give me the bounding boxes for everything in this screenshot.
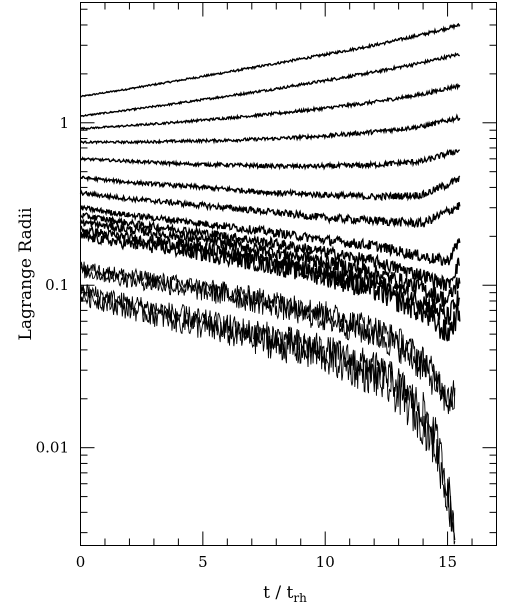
lagrange-radius-line <box>80 282 456 545</box>
lagrange-radius-line <box>80 22 461 98</box>
x-axis-label-main: t / t <box>263 583 293 603</box>
lagrange-radius-line <box>80 52 460 118</box>
y-tick-label: 1 <box>59 114 69 132</box>
y-tick-label: 0.1 <box>45 276 69 294</box>
lagrange-radius-line <box>80 264 456 415</box>
lagrange-curves <box>79 22 461 545</box>
x-axis-label: t / trh <box>263 583 307 605</box>
lagrange-radius-line <box>79 83 461 131</box>
x-tick-label: 5 <box>198 553 208 571</box>
lagrange-radius-line <box>79 175 461 202</box>
axis-ticks <box>80 2 497 546</box>
lagrange-radius-line <box>80 288 456 541</box>
tick-labels: 0 5 10 15 0.01 0.1 1 <box>36 114 458 571</box>
lagrange-radius-line <box>79 204 461 266</box>
lagrange-radius-line <box>79 148 460 171</box>
x-tick-label: 10 <box>316 553 335 571</box>
y-axis-label: Lagrange Radii <box>16 207 36 341</box>
lagrange-radius-line <box>80 230 461 342</box>
lagrange-radius-line <box>79 113 461 145</box>
plot-frame <box>80 2 497 546</box>
x-tick-label: 15 <box>438 553 457 571</box>
x-axis-label-subscript: rh <box>293 591 307 605</box>
y-tick-label: 0.01 <box>36 439 69 457</box>
lagrange-radius-line <box>79 189 461 229</box>
x-tick-label: 0 <box>76 553 86 571</box>
